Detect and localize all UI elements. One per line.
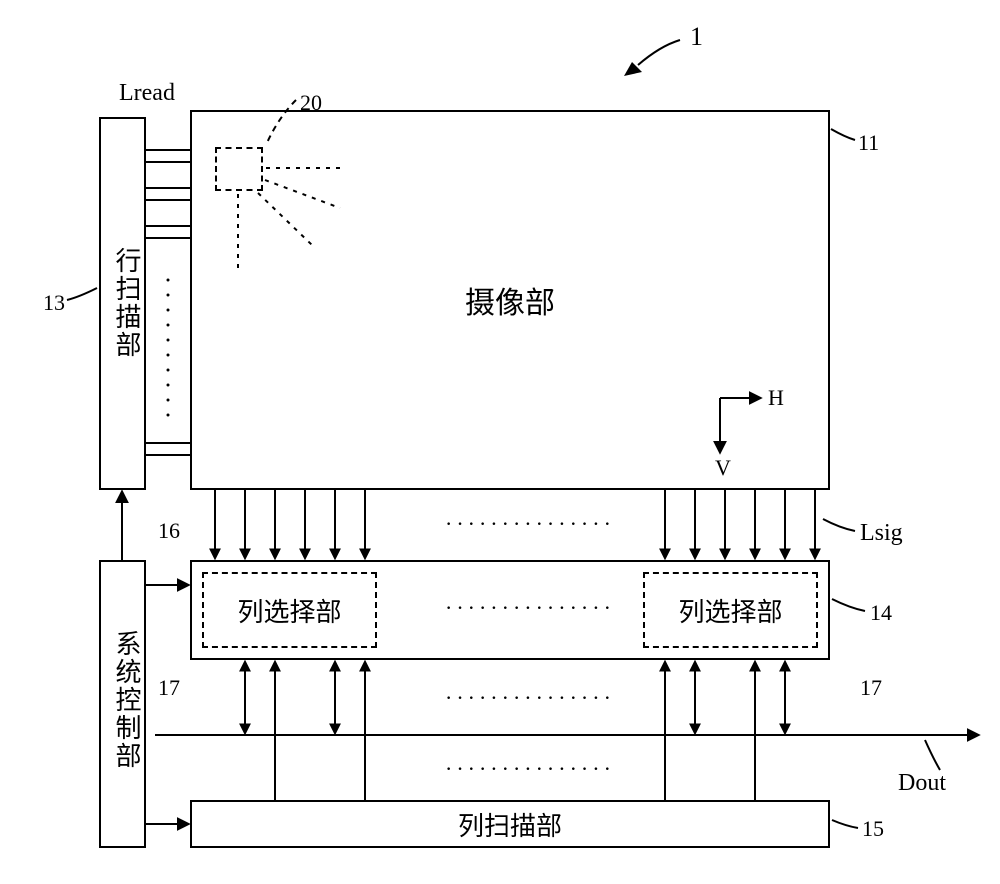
lsig-label: Lsig bbox=[860, 520, 903, 547]
ellipsis-cols-top: ··············· bbox=[445, 511, 615, 537]
col-selector-right: 列选择部 bbox=[643, 572, 818, 648]
ref-17R: 17 bbox=[860, 675, 882, 701]
ellipsis-bus-bot: ··············· bbox=[445, 756, 615, 782]
col-scanner-block: 列扫描部 bbox=[190, 800, 830, 848]
ref-15: 15 bbox=[862, 816, 884, 842]
ref-14: 14 bbox=[870, 600, 892, 626]
col-selector-left-label: 列选择部 bbox=[237, 592, 341, 629]
ref-16: 16 bbox=[158, 518, 180, 544]
diagram-container: 摄像部 行扫描部 列选择部 列选择部 列扫描部 系统控制部 1 11 13 14… bbox=[0, 0, 1000, 884]
sys-control-label: 系统控制部 bbox=[108, 630, 145, 770]
ref-20: 20 bbox=[300, 90, 322, 116]
lread-label: Lread bbox=[119, 80, 175, 107]
row-scanner-label: 行扫描部 bbox=[108, 247, 145, 359]
col-selector-left: 列选择部 bbox=[202, 572, 377, 648]
h-label: H bbox=[768, 385, 784, 411]
ref-17L: 17 bbox=[158, 675, 180, 701]
ellipsis-bus-top: ··············· bbox=[445, 685, 615, 711]
pixel-20-box bbox=[215, 147, 263, 191]
ref-13: 13 bbox=[43, 290, 65, 316]
dout-label: Dout bbox=[898, 770, 946, 797]
pixel-array-label: 摄像部 bbox=[465, 278, 555, 322]
pixel-array-block: 摄像部 bbox=[190, 110, 830, 490]
col-selector-right-label: 列选择部 bbox=[678, 592, 782, 629]
col-scanner-label: 列扫描部 bbox=[458, 806, 562, 843]
v-label: V bbox=[715, 455, 731, 481]
ellipsis-colsel: ··············· bbox=[445, 595, 615, 621]
ref-11: 11 bbox=[858, 130, 879, 156]
ref-1: 1 bbox=[690, 22, 703, 52]
